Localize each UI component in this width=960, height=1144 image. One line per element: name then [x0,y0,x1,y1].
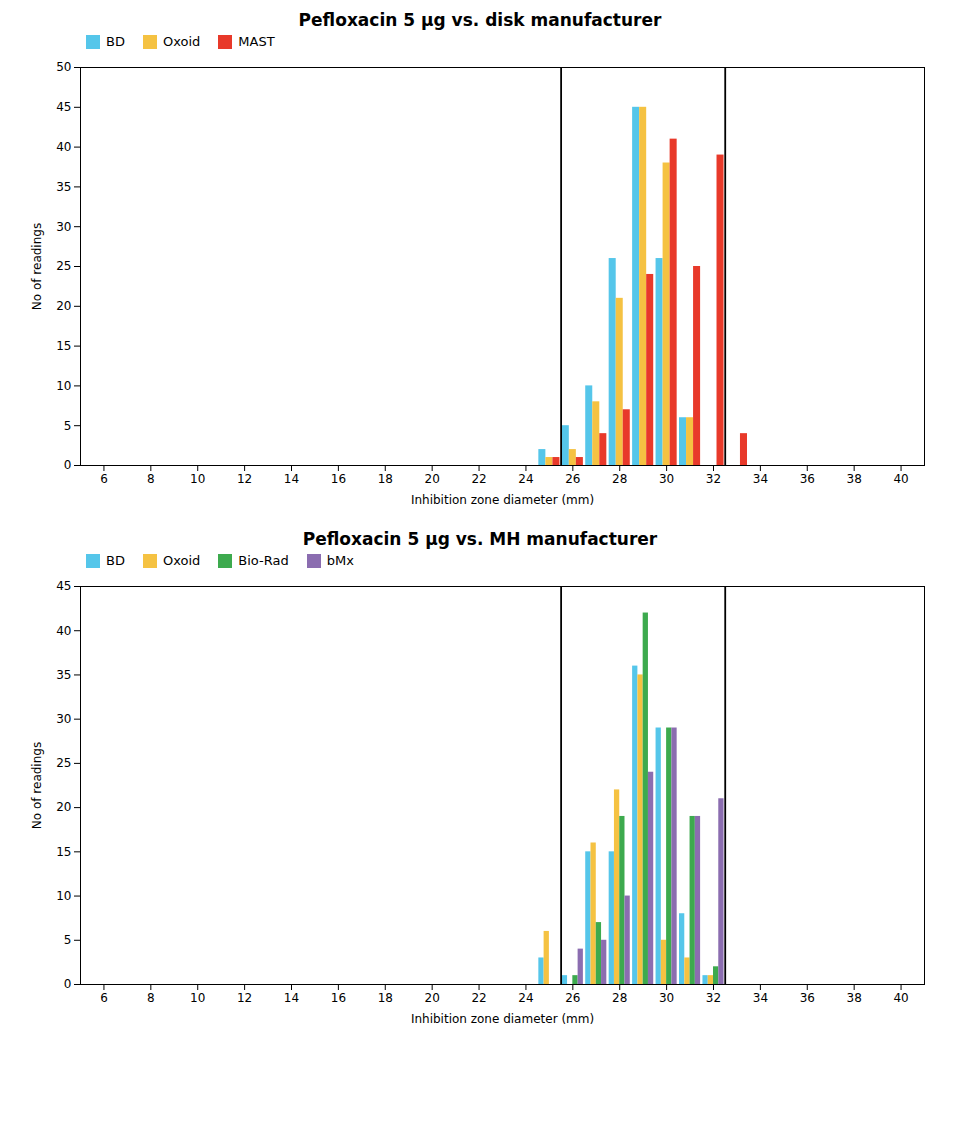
svg-text:20: 20 [425,991,440,1005]
svg-text:Inhibition zone diameter (mm): Inhibition zone diameter (mm) [411,493,594,507]
svg-text:50: 50 [56,60,71,74]
svg-text:No of readings: No of readings [30,742,44,829]
svg-text:40: 40 [56,140,71,154]
svg-text:28: 28 [612,991,627,1005]
svg-text:32: 32 [706,472,721,486]
svg-text:15: 15 [56,339,71,353]
svg-text:5: 5 [64,419,72,433]
html-text:BD: BD [106,553,125,568]
svg-text:25: 25 [56,756,71,770]
svg-text:34: 34 [753,472,768,486]
svg-text:5: 5 [64,933,72,947]
svg-text:22: 22 [471,991,486,1005]
svg-text:25: 25 [56,259,71,273]
svg-text:36: 36 [800,472,815,486]
svg-text:38: 38 [847,472,862,486]
svg-text:12: 12 [237,472,252,486]
svg-text:18: 18 [378,472,393,486]
svg-text:40: 40 [893,991,908,1005]
svg-text:45: 45 [56,579,71,593]
svg-text:45: 45 [56,100,71,114]
svg-text:10: 10 [190,472,205,486]
svg-text:6: 6 [100,991,108,1005]
svg-text:36: 36 [800,991,815,1005]
html-text:Bio-Rad: Bio-Rad [238,553,289,568]
html-text:Pefloxacin 5 μg vs. MH manufac: Pefloxacin 5 μg vs. MH manufacturer [302,529,658,549]
svg-text:32: 32 [706,991,721,1005]
html-text:MAST: MAST [238,34,275,49]
html-text:Pefloxacin 5 μg vs. disk manuf: Pefloxacin 5 μg vs. disk manufacturer [298,10,662,30]
svg-text:14: 14 [284,472,299,486]
html-text:bMx: bMx [326,553,354,568]
svg-text:18: 18 [378,991,393,1005]
svg-text:14: 14 [284,991,299,1005]
svg-text:26: 26 [565,991,580,1005]
svg-text:30: 30 [659,472,674,486]
svg-text:0: 0 [64,458,72,472]
svg-text:20: 20 [56,299,71,313]
svg-text:16: 16 [331,472,346,486]
svg-text:10: 10 [190,991,205,1005]
svg-text:No of readings: No of readings [30,223,44,310]
svg-text:34: 34 [753,991,768,1005]
svg-text:10: 10 [56,379,71,393]
svg-text:30: 30 [659,991,674,1005]
svg-text:16: 16 [331,991,346,1005]
svg-text:20: 20 [56,800,71,814]
svg-text:0: 0 [64,977,72,991]
svg-text:10: 10 [56,889,71,903]
svg-text:30: 30 [56,712,71,726]
svg-text:8: 8 [147,991,155,1005]
svg-text:20: 20 [425,472,440,486]
svg-text:40: 40 [56,624,71,638]
svg-text:40: 40 [893,472,908,486]
svg-text:30: 30 [56,220,71,234]
svg-text:38: 38 [847,991,862,1005]
svg-text:Inhibition zone diameter (mm): Inhibition zone diameter (mm) [411,1012,594,1026]
html-text:Oxoid: Oxoid [162,553,201,568]
svg-text:24: 24 [518,472,533,486]
svg-text:22: 22 [471,472,486,486]
html-text:Oxoid: Oxoid [162,34,201,49]
svg-text:35: 35 [56,668,71,682]
html-text:BD: BD [106,34,125,49]
svg-text:6: 6 [100,472,108,486]
svg-text:8: 8 [147,472,155,486]
svg-text:28: 28 [612,472,627,486]
svg-text:24: 24 [518,991,533,1005]
svg-text:12: 12 [237,991,252,1005]
svg-text:26: 26 [565,472,580,486]
svg-text:15: 15 [56,845,71,859]
svg-text:35: 35 [56,180,71,194]
